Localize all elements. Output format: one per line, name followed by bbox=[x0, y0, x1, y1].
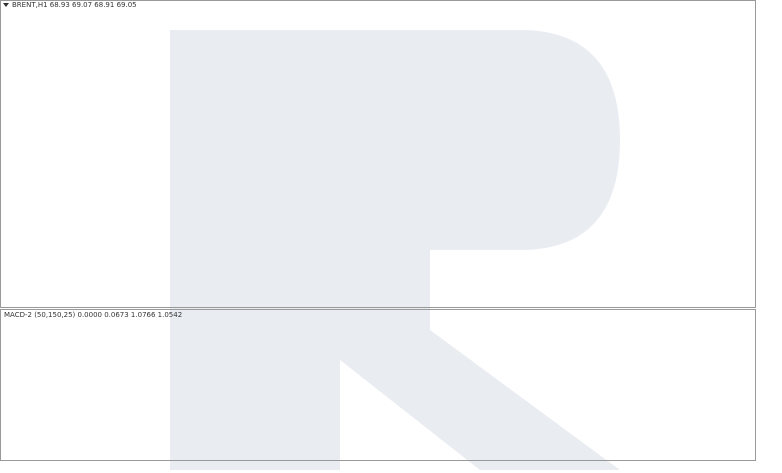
watermark bbox=[170, 30, 620, 470]
price-panel bbox=[0, 0, 756, 308]
chart-header: BRENT,H1 68.93 69.07 68.91 69.05 bbox=[12, 1, 137, 9]
indicator-title: MACD-2 (50,150,25) 0.0000 0.0673 1.0766 … bbox=[4, 311, 182, 319]
header-icon bbox=[3, 3, 9, 7]
macd-panel bbox=[0, 309, 756, 461]
